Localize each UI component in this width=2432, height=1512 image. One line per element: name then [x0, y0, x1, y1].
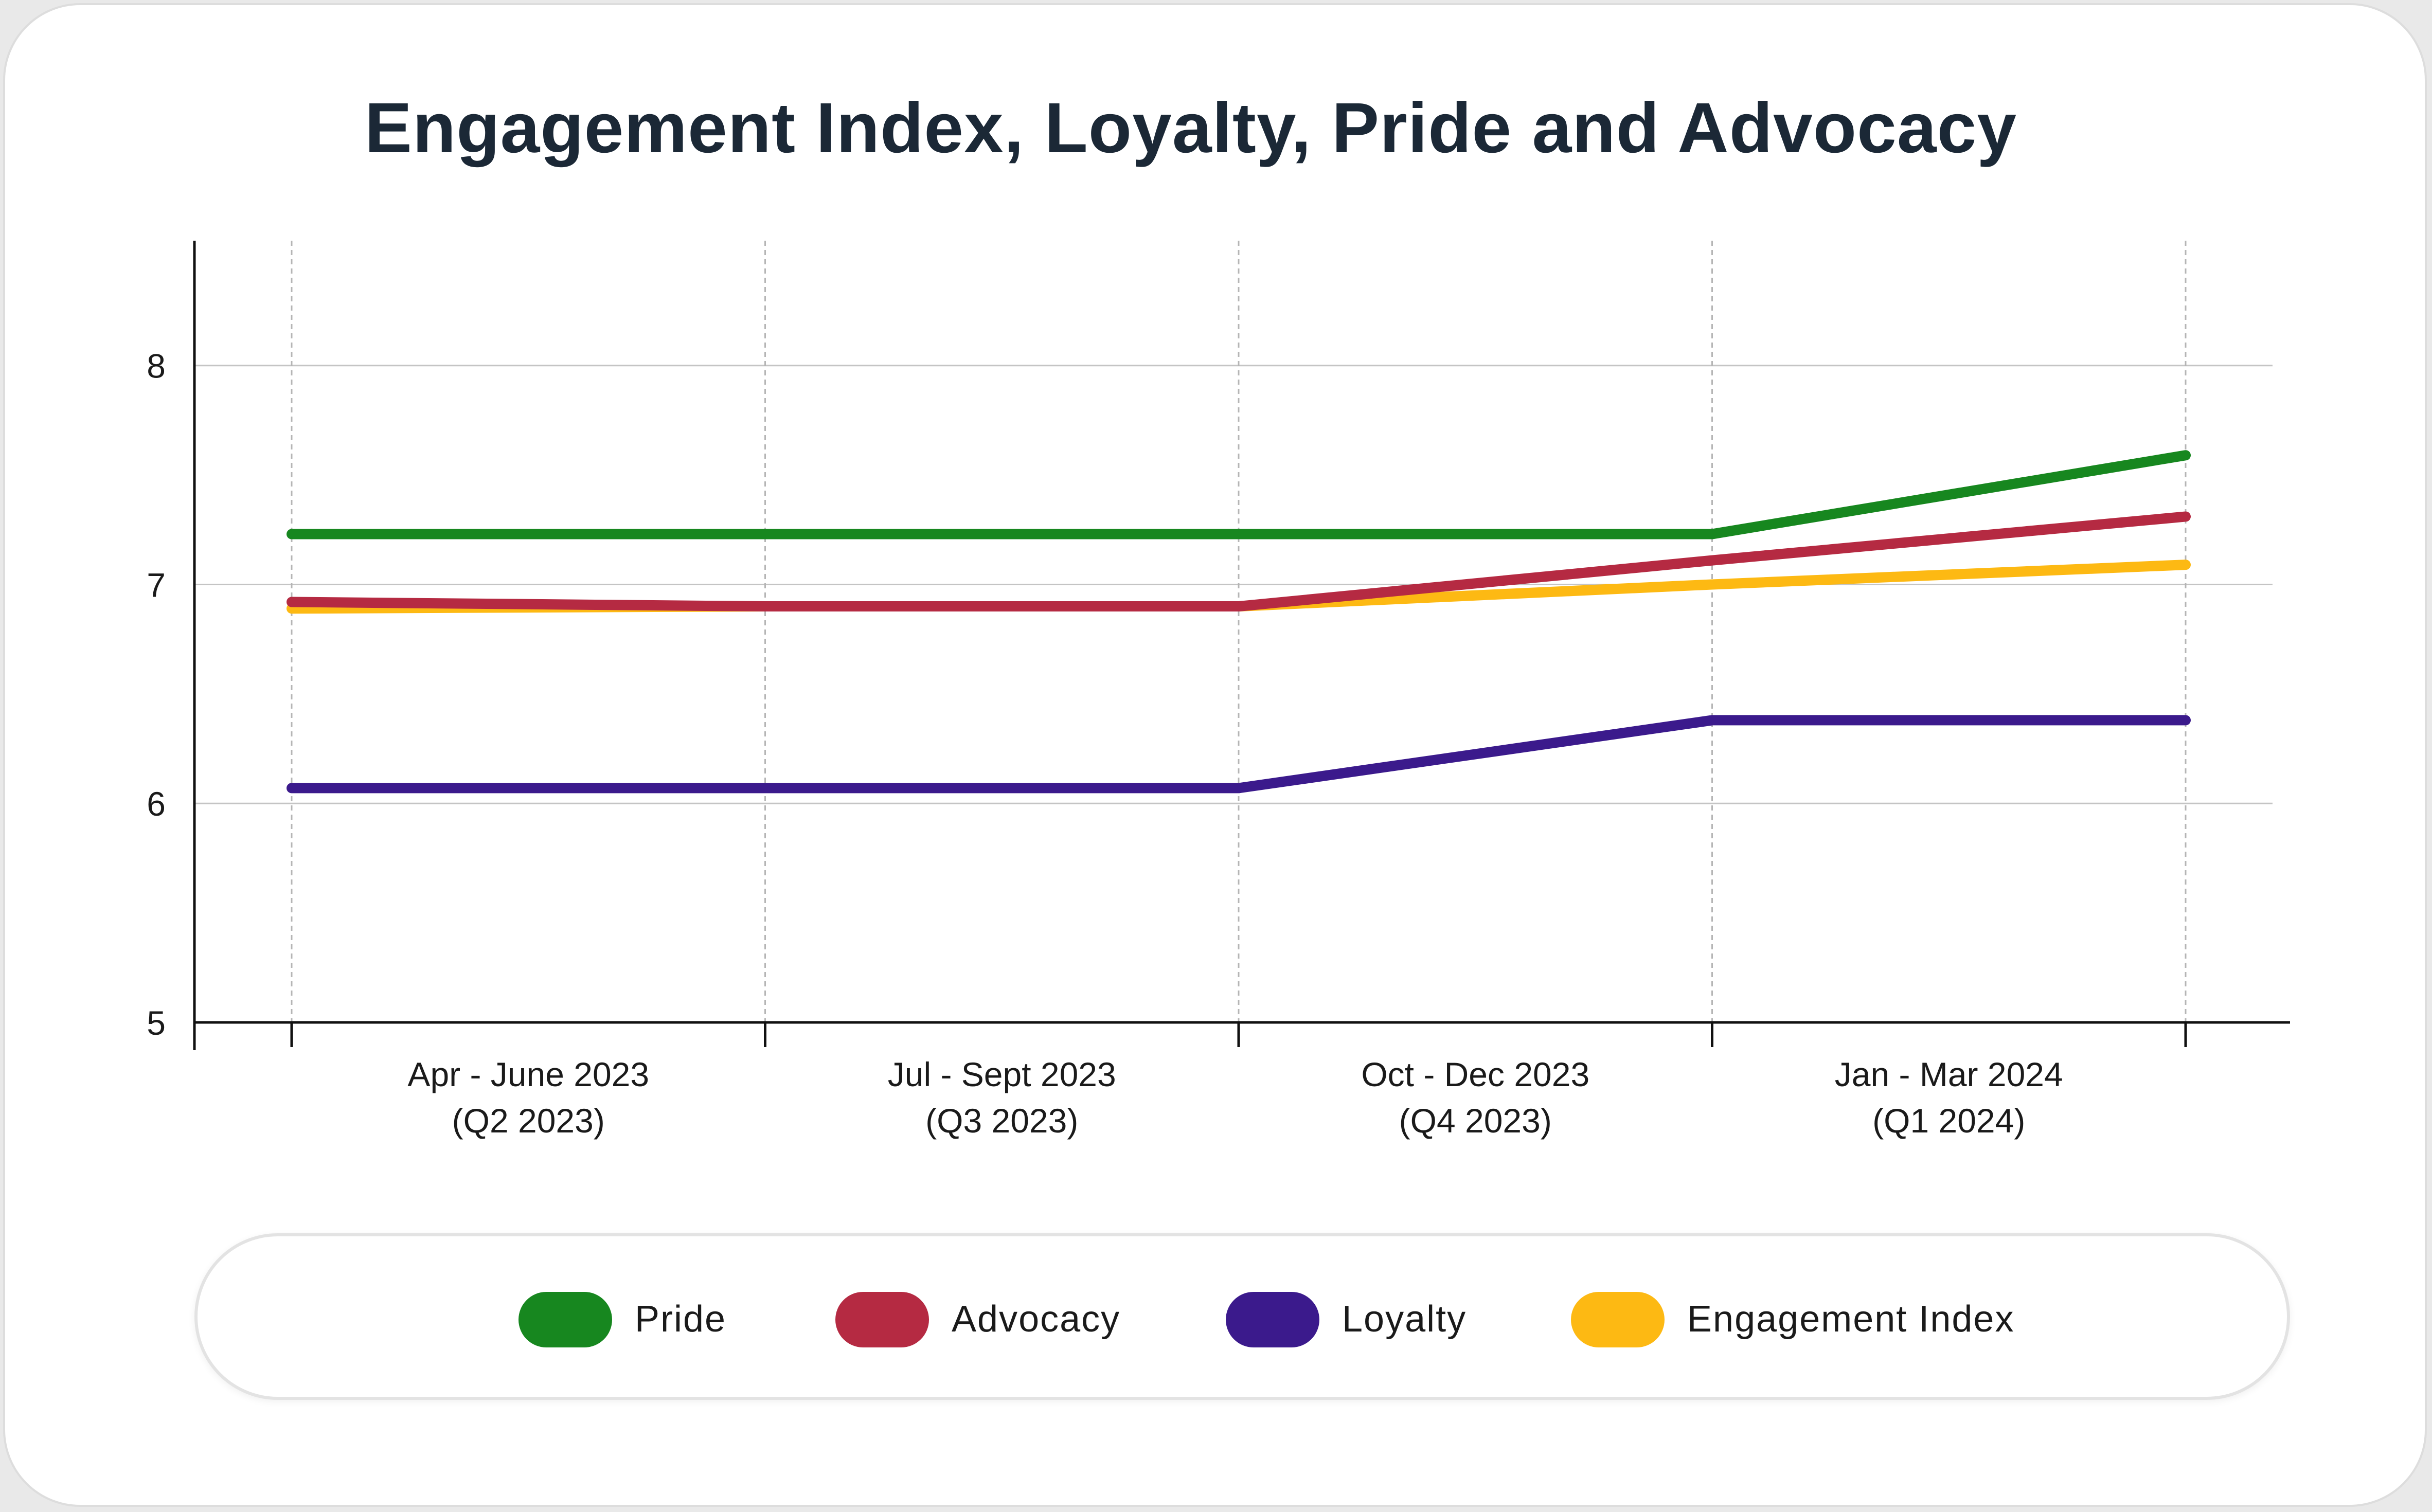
x-tick-label-0-0: Apr - June 2023 — [407, 1055, 649, 1093]
axis-layer — [193, 241, 2290, 1050]
chart-title: Engagement Index, Loyalty, Pride and Adv… — [364, 88, 2017, 168]
legend-swatch-engagement-index — [1571, 1292, 1665, 1347]
label-layer: 5 6 7 8 Apr - June 2023 (Q2 2023) Jul - Sept 2… — [147, 347, 2063, 1140]
x-tick-label-3-1: (Q1 2024) — [1872, 1102, 2025, 1140]
legend-swatch-advocacy — [835, 1292, 929, 1347]
series-line-advocacy — [287, 511, 2191, 612]
legend-swatch-loyalty — [1226, 1292, 1319, 1347]
x-tick-label-1-1: (Q3 2023) — [925, 1102, 1078, 1140]
legend-label-pride: Pride — [635, 1299, 727, 1340]
series-layer — [287, 450, 2191, 794]
x-tick-label-0-1: (Q2 2023) — [452, 1102, 605, 1140]
x-tick-label-3-0: Jan - Mar 2024 — [1835, 1055, 2063, 1093]
y-tick-label-8: 8 — [147, 347, 166, 385]
y-tick-label-7: 7 — [147, 566, 166, 604]
legend-label-loyalty: Loyalty — [1342, 1299, 1467, 1340]
grid-layer — [194, 241, 2273, 1022]
legend: Pride Advocacy Loyalty Engagement Index — [194, 1233, 2290, 1400]
legend-swatch-pride — [518, 1292, 612, 1347]
series-line-pride — [287, 450, 2191, 539]
y-tick-label-6: 6 — [147, 785, 166, 823]
series-line-loyalty — [287, 715, 2191, 794]
legend-label-advocacy: Advocacy — [952, 1299, 1121, 1340]
x-tick-label-1-0: Jul - Sept 2023 — [888, 1055, 1116, 1093]
x-tick-label-2-1: (Q4 2023) — [1399, 1102, 1552, 1140]
x-tick-label-2-0: Oct - Dec 2023 — [1361, 1055, 1589, 1093]
y-tick-label-5: 5 — [147, 1004, 166, 1042]
legend-label-engagement-index: Engagement Index — [1687, 1299, 2015, 1340]
